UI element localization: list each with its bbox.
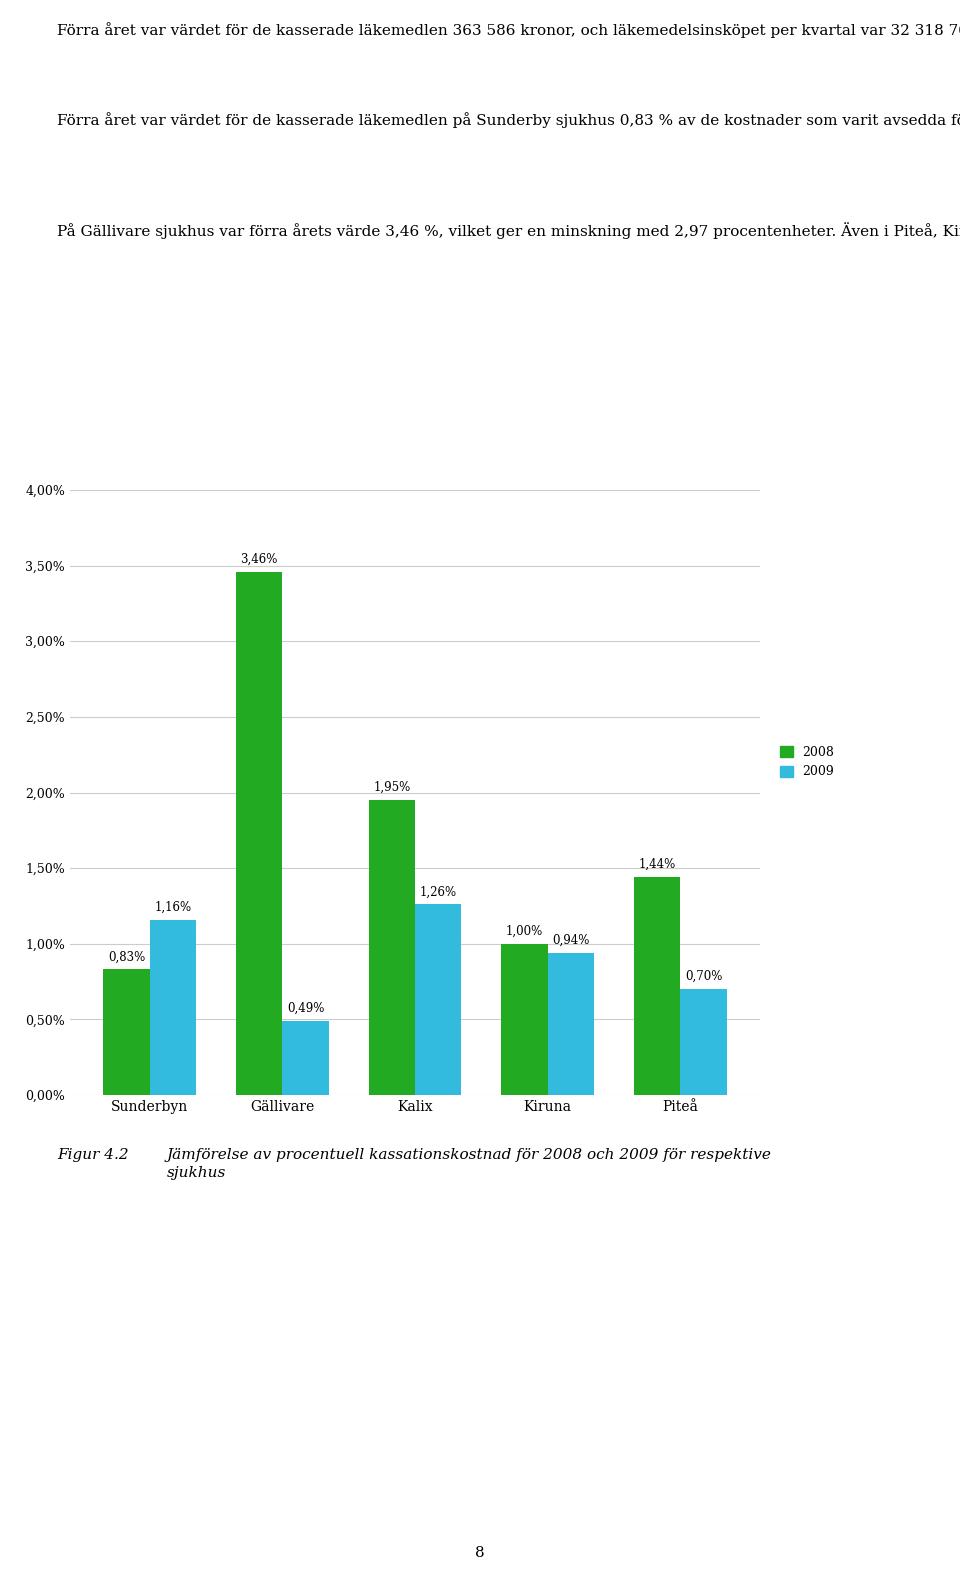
Text: På Gällivare sjukhus var förra årets värde 3,46 %, vilket ger en minskning med 2: På Gällivare sjukhus var förra årets vär… <box>57 222 960 240</box>
Text: Förra året var värdet för de kasserade läkemedlen 363 586 kronor, och läkemedels: Förra året var värdet för de kasserade l… <box>57 22 960 38</box>
Text: 1,16%: 1,16% <box>155 900 191 914</box>
Text: Jämförelse av procentuell kassationskostnad för 2008 och 2009 för respektive
sju: Jämförelse av procentuell kassationskost… <box>167 1147 772 1180</box>
Text: 0,49%: 0,49% <box>287 1002 324 1015</box>
Bar <box>415 905 462 1095</box>
Text: 0,83%: 0,83% <box>108 950 145 963</box>
Text: 8: 8 <box>475 1546 485 1560</box>
Text: 1,00%: 1,00% <box>506 925 543 938</box>
Text: 0,70%: 0,70% <box>684 971 722 983</box>
Bar <box>634 878 681 1095</box>
Bar <box>282 1021 328 1095</box>
Bar <box>103 969 150 1095</box>
Text: 0,94%: 0,94% <box>552 933 589 947</box>
Text: 1,44%: 1,44% <box>638 859 676 872</box>
Bar <box>501 944 548 1095</box>
Text: 1,26%: 1,26% <box>420 886 457 898</box>
Text: 1,95%: 1,95% <box>373 782 411 794</box>
Bar <box>369 801 415 1095</box>
Bar <box>681 990 727 1095</box>
Bar <box>150 919 196 1095</box>
Text: 3,46%: 3,46% <box>240 553 277 566</box>
Legend: 2008, 2009: 2008, 2009 <box>780 745 834 779</box>
Bar <box>548 953 594 1095</box>
Text: Figur 4.2: Figur 4.2 <box>57 1147 129 1162</box>
Text: Förra året var värdet för de kasserade läkemedlen på Sunderby sjukhus 0,83 % av : Förra året var värdet för de kasserade l… <box>57 112 960 128</box>
Bar <box>236 572 282 1095</box>
